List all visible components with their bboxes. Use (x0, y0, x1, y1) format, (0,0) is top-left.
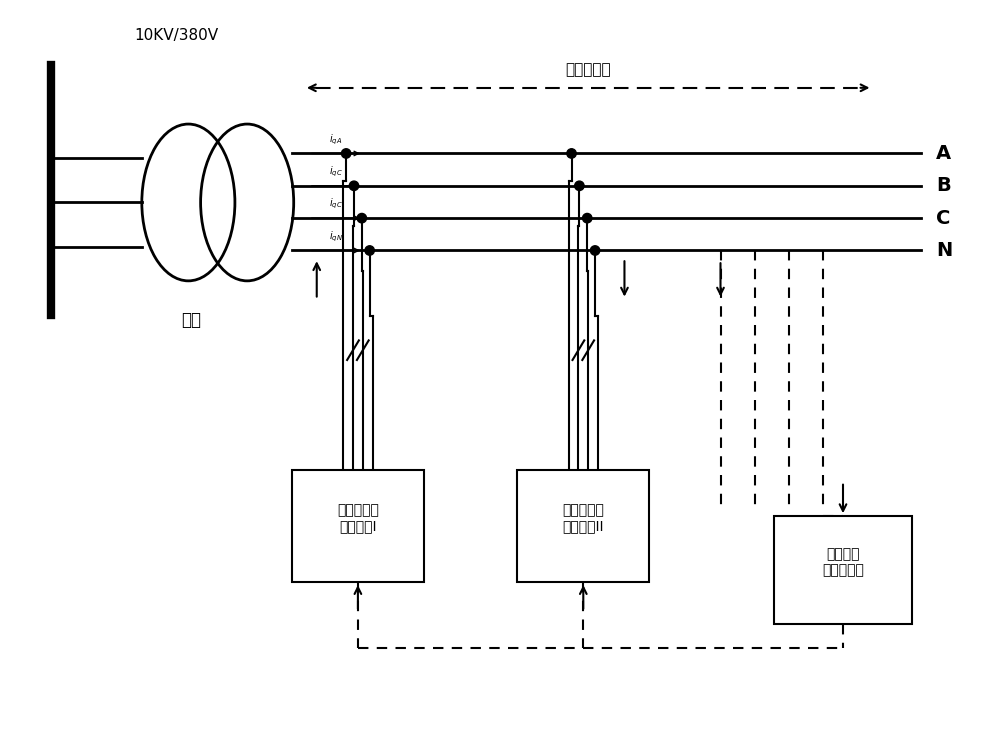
Text: 三相不平衡
治理装置II: 三相不平衡 治理装置II (562, 503, 604, 533)
Text: B: B (936, 176, 951, 196)
Circle shape (567, 149, 576, 158)
Circle shape (583, 214, 592, 223)
Text: 配变: 配变 (181, 311, 201, 329)
Text: 10KV/380V: 10KV/380V (135, 28, 219, 43)
Circle shape (365, 246, 374, 255)
Circle shape (575, 181, 584, 190)
Circle shape (357, 214, 367, 223)
Circle shape (349, 181, 359, 190)
Circle shape (341, 149, 351, 158)
Circle shape (590, 246, 600, 255)
Text: $i_{qC}$: $i_{qC}$ (329, 164, 343, 179)
FancyBboxPatch shape (292, 469, 424, 583)
Text: N: N (936, 241, 952, 260)
FancyBboxPatch shape (517, 469, 649, 583)
Text: 所需融冰段: 所需融冰段 (565, 62, 611, 77)
Text: 融冰监测
及控制装置: 融冰监测 及控制装置 (822, 547, 864, 577)
Text: $i_{qC}$: $i_{qC}$ (329, 197, 343, 211)
Text: C: C (936, 208, 950, 228)
Text: 三相不平衡
治理装置I: 三相不平衡 治理装置I (337, 503, 379, 533)
FancyBboxPatch shape (774, 516, 912, 624)
Text: A: A (936, 144, 951, 163)
Text: $i_{qA}$: $i_{qA}$ (329, 132, 342, 147)
Text: $i_{qN}$: $i_{qN}$ (329, 229, 343, 243)
